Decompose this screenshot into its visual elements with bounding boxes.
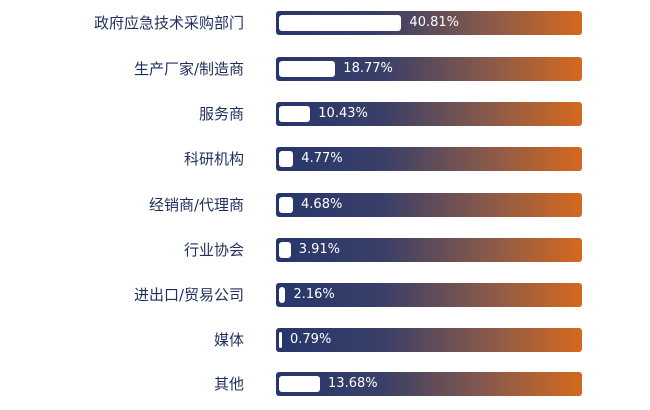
bar-fill [279,15,402,31]
bar-row: 政府应急技术采购部门 40.81% [0,10,650,37]
bar-track: 3.91% [276,238,582,262]
value-label: 18.77% [343,61,393,76]
bar-fill [279,287,286,303]
bar-fill [279,106,311,122]
value-label: 3.91% [298,242,341,257]
category-label: 服务商 [198,105,244,123]
category-label: 行业协会 [183,241,244,259]
category-label: 政府应急技术采购部门 [93,14,244,32]
bar-fill [279,242,291,258]
bar-track: 0.79% [276,328,582,352]
category-label: 其他 [213,375,244,393]
bar-row: 经销商/代理商 4.68% [0,192,650,219]
bar-fill [279,376,321,392]
bar-track: 13.68% [276,372,582,396]
category-label: 媒体 [213,331,244,349]
value-label: 2.16% [293,287,335,302]
value-label: 40.81% [409,15,459,30]
bar-row: 行业协会 3.91% [0,237,650,264]
category-label: 科研机构 [183,150,244,168]
bar-row: 进出口/贸易公司 2.16% [0,282,650,309]
value-label: 10.43% [318,106,368,121]
bar-row: 生产厂家/制造商 18.77% [0,56,650,83]
bar-track: 2.16% [276,283,582,307]
bar-fill [279,332,282,348]
bar-track: 18.77% [276,57,582,81]
category-label: 生产厂家/制造商 [133,60,244,78]
bar-track: 4.77% [276,147,582,171]
value-label: 4.68% [301,197,343,212]
bar-row: 其他 13.68% [0,371,650,398]
bar-row: 科研机构 4.77% [0,146,650,173]
bar-fill [279,151,294,167]
bar-track: 10.43% [276,102,582,126]
value-label: 0.79% [290,332,332,347]
bar-fill [279,61,336,77]
category-label: 进出口/贸易公司 [133,286,244,304]
bar-fill [279,197,294,213]
value-label: 4.77% [301,151,343,166]
bar-row: 服务商 10.43% [0,101,650,128]
category-label: 经销商/代理商 [148,196,244,214]
value-label: 13.68% [328,376,378,391]
bar-row: 媒体 0.79% [0,327,650,354]
bar-track: 4.68% [276,193,582,217]
bar-track: 40.81% [276,11,582,35]
